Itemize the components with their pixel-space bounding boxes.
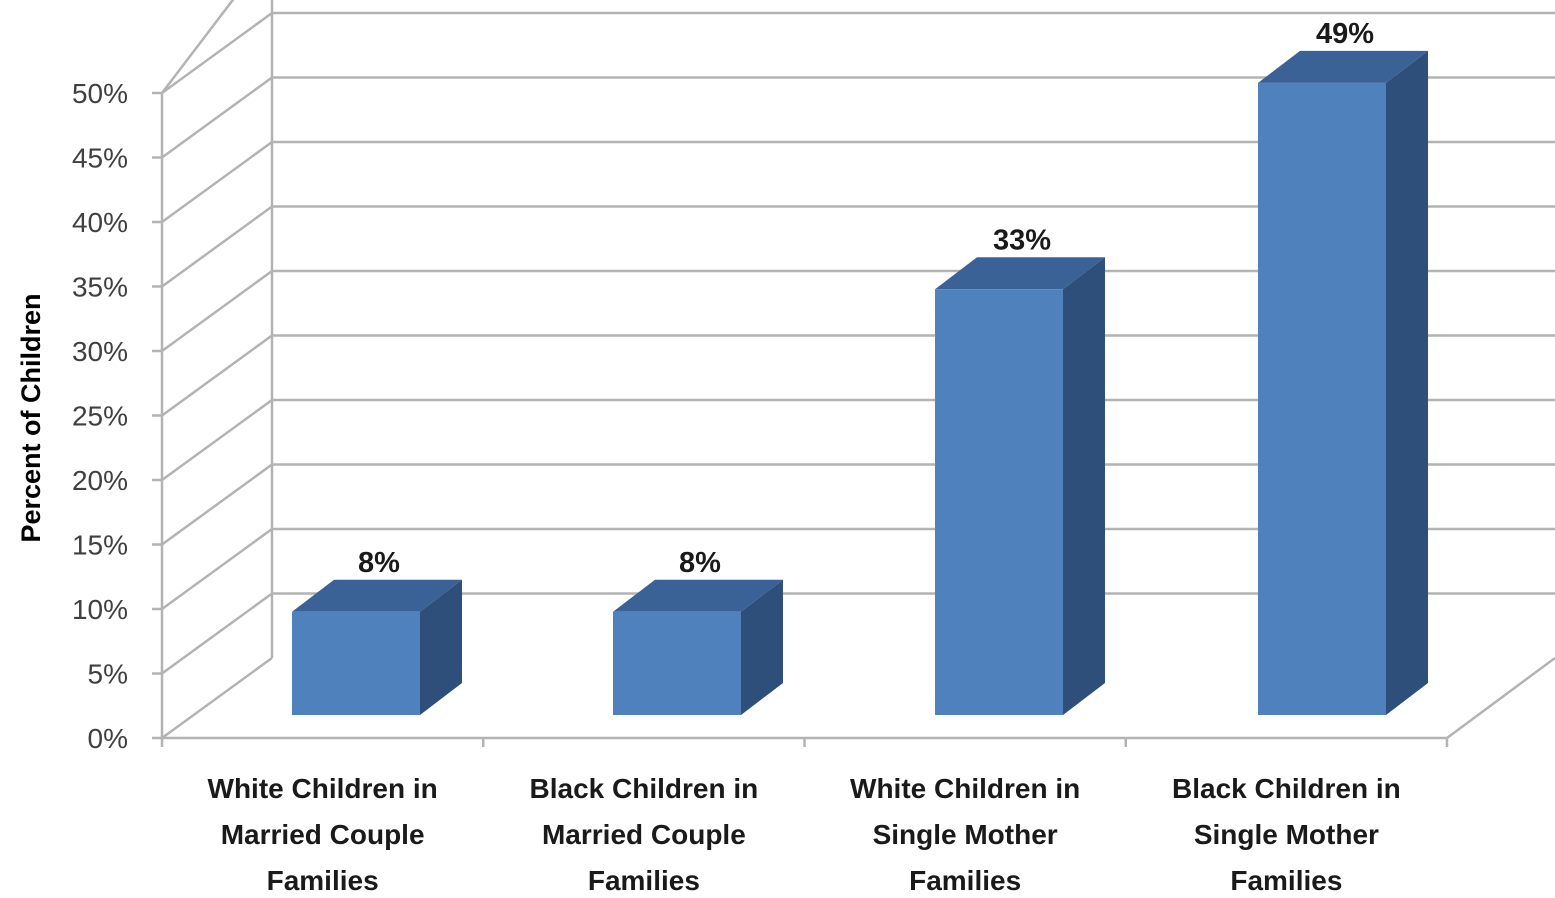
gridline-side [161,205,273,288]
gridline-side [161,334,273,417]
gridline-side [161,76,273,159]
category-label-line: Black Children in [1172,773,1401,804]
category-label-line: Married Couple [542,819,746,850]
bars [292,50,1428,715]
bar-top [292,579,462,612]
y-tick-label: 30% [72,336,128,367]
y-axis-label: Percent of Children [16,293,46,542]
data-labels: 8% 8% 33% 49% [358,18,1374,579]
bar-side [741,579,783,715]
bar-front [292,611,420,715]
y-tick-label: 35% [72,272,128,303]
y-tick-label: 50% [72,78,128,109]
y-tick-label: 5% [88,659,128,690]
gridline-side [161,0,235,94]
category-label-line: Families [909,865,1021,896]
bar-top [613,579,783,612]
category-label-line: Black Children in [530,773,759,804]
bar-front [1258,82,1386,715]
category-label-line: Single Mother [873,819,1058,850]
y-tick-label: 10% [72,594,128,625]
category-label-line: White Children in [850,773,1080,804]
bar-side [1063,257,1105,715]
bar-side [1386,50,1428,715]
bar [935,257,1105,715]
data-label: 33% [993,224,1051,256]
y-tick-label: 0% [88,723,128,754]
y-tick-label: 25% [72,401,128,432]
x-axis-categories: White Children in Married Couple FamiliesB… [208,773,1401,896]
category-label: White Children in Single Mother Families [850,773,1080,896]
bar-top [1258,50,1428,83]
data-label: 8% [679,547,721,579]
y-tick-label: 15% [72,530,128,561]
y-tick-label: 45% [72,143,128,174]
gridline-side [161,269,273,353]
bar [1258,50,1428,715]
wall-helper [162,0,272,93]
bar-front [613,611,741,715]
category-label: Black Children in Married Couple Families [530,773,759,896]
gridline-side [161,398,273,482]
y-tick-label: 20% [72,465,128,496]
category-label-line: Families [1230,865,1342,896]
y-axis-ticks: 0% 5% 10% 15% 20% 25% 30% 35% 40% 45% 50% [72,78,128,754]
gridline-side [161,592,273,675]
bar-top [935,257,1105,290]
category-label-line: Families [588,865,700,896]
bar [292,579,462,715]
y-tick-label: 40% [72,207,128,238]
data-label: 8% [358,547,400,579]
bar [613,579,783,715]
data-label: 49% [1316,18,1374,50]
category-label-line: Single Mother [1194,819,1379,850]
bar-side [420,579,462,715]
gridline-side [161,140,273,224]
gridline-side [161,463,273,546]
category-label-line: Families [267,865,379,896]
gridline-side [161,656,273,740]
gridline-side [161,527,273,611]
category-label-line: White Children in [208,773,438,804]
category-label: Black Children in Single Mother Families [1172,773,1401,896]
category-label-line: Married Couple [221,819,425,850]
bar-front [935,289,1063,715]
gridline-side [161,11,273,95]
category-label: White Children in Married Couple Families [208,773,438,896]
